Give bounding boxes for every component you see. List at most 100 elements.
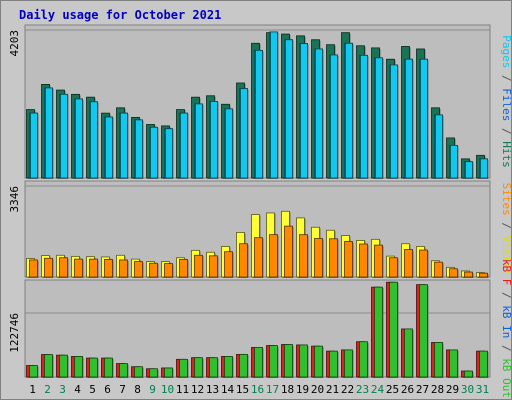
hits-files-panel-legend-part-2: Files <box>500 88 512 121</box>
day-label-1: 1 <box>29 383 36 396</box>
sites-bar-day-5 <box>89 258 98 278</box>
day-label-25: 25 <box>386 383 399 396</box>
day-label-31: 31 <box>476 383 489 396</box>
pages-bar-day-10 <box>165 128 173 179</box>
sites-bar-day-30 <box>464 271 473 278</box>
hits-files-panel-legend-part-1: / <box>500 68 512 88</box>
pages-bar-day-6 <box>105 116 113 179</box>
day-label-6: 6 <box>104 383 111 396</box>
kbytes-panel-legend-part-0: kB F <box>500 259 512 286</box>
kbout-bar-day-1 <box>29 365 38 378</box>
kbout-bar-day-7 <box>119 363 128 378</box>
kbout-bar-day-13 <box>209 357 218 378</box>
sites-bar-day-26 <box>404 249 413 278</box>
kbout-bar-day-10 <box>164 367 173 378</box>
sites-bar-day-22 <box>344 241 353 278</box>
kbout-bar-day-23 <box>359 341 368 378</box>
sites-bar-day-24 <box>374 244 383 278</box>
kbout-bar-day-15 <box>239 353 248 378</box>
pages-bar-day-9 <box>150 126 158 179</box>
sites-bar-day-16 <box>254 237 263 278</box>
kbout-bar-day-20 <box>314 345 323 378</box>
sites-bar-day-20 <box>314 238 323 278</box>
sites-bar-day-9 <box>149 262 158 278</box>
sites-bar-day-13 <box>209 255 218 278</box>
hits-files-panel-legend-part-0: Pages <box>500 35 512 68</box>
visits-sites-panel-legend-part-1: / <box>500 216 512 236</box>
sites-bar-day-7 <box>119 259 128 278</box>
pages-bar-day-11 <box>180 112 188 179</box>
day-label-12: 12 <box>191 383 204 396</box>
kbout-bar-day-27 <box>419 284 428 378</box>
kbytes-panel-legend-part-1: / <box>500 285 512 305</box>
pages-bar-day-14 <box>225 108 233 179</box>
kbout-bar-day-30 <box>464 370 473 378</box>
hits-files-panel-max-label: 4203 <box>8 30 21 57</box>
day-label-27: 27 <box>416 383 429 396</box>
day-label-7: 7 <box>119 383 126 396</box>
pages-bar-day-27 <box>420 58 428 179</box>
sites-bar-day-12 <box>194 254 203 278</box>
sites-bar-day-2 <box>44 257 53 278</box>
day-label-22: 22 <box>341 383 354 396</box>
kbout-bar-day-25 <box>389 281 398 378</box>
chart-title: Daily usage for October 2021 <box>19 8 222 22</box>
day-label-10: 10 <box>161 383 174 396</box>
kbout-bar-day-21 <box>329 350 338 378</box>
sites-bar-day-10 <box>164 263 173 278</box>
kbout-bar-day-18 <box>284 344 293 378</box>
day-label-19: 19 <box>296 383 309 396</box>
pages-bar-day-26 <box>405 58 413 179</box>
pages-bar-day-19 <box>300 43 308 179</box>
pages-bar-day-4 <box>75 98 83 179</box>
day-label-28: 28 <box>431 383 444 396</box>
day-label-9: 9 <box>149 383 156 396</box>
visits-sites-panel-legend-part-2: Visits <box>500 236 512 276</box>
sites-bar-day-28 <box>434 261 443 278</box>
sites-bar-day-15 <box>239 243 248 278</box>
day-label-18: 18 <box>281 383 294 396</box>
day-label-30: 30 <box>461 383 474 396</box>
kbout-bar-day-6 <box>104 357 113 378</box>
day-label-5: 5 <box>89 383 96 396</box>
pages-bar-day-22 <box>345 42 353 179</box>
kbout-bar-day-4 <box>74 356 83 378</box>
sites-bar-day-11 <box>179 259 188 278</box>
hits-files-panel-legend: Pages / Files / Hits <box>500 35 512 168</box>
pages-bar-day-17 <box>270 31 278 179</box>
day-label-24: 24 <box>371 383 385 396</box>
sites-bar-day-14 <box>224 251 233 278</box>
day-label-15: 15 <box>236 383 249 396</box>
pages-bar-day-5 <box>90 101 98 179</box>
day-label-4: 4 <box>74 383 81 396</box>
sites-bar-day-17 <box>269 234 278 278</box>
pages-bar-day-25 <box>390 64 398 179</box>
kbout-bar-day-5 <box>89 357 98 378</box>
sites-bar-day-21 <box>329 238 338 278</box>
pages-bar-day-7 <box>120 112 128 179</box>
kbytes-panel-legend-part-4: kB Out <box>500 358 512 398</box>
visits-sites-panel-legend-part-0: Sites <box>500 183 512 216</box>
day-label-23: 23 <box>356 383 369 396</box>
day-label-13: 13 <box>206 383 219 396</box>
pages-bar-day-31 <box>480 158 488 179</box>
kbout-bar-day-12 <box>194 357 203 378</box>
hits-files-panel-legend-part-3: / <box>500 121 512 141</box>
kbout-bar-day-17 <box>269 345 278 378</box>
pages-bar-day-8 <box>135 119 143 179</box>
day-label-20: 20 <box>311 383 324 396</box>
day-label-29: 29 <box>446 383 459 396</box>
day-label-8: 8 <box>134 383 141 396</box>
day-label-26: 26 <box>401 383 414 396</box>
kbytes-panel-max-label: 122746 <box>8 313 21 353</box>
kbout-bar-day-26 <box>404 328 413 378</box>
pages-bar-day-28 <box>435 114 443 179</box>
pages-bar-day-24 <box>375 57 383 179</box>
day-label-3: 3 <box>59 383 66 396</box>
kbout-bar-day-22 <box>344 349 353 378</box>
sites-bar-day-19 <box>299 234 308 278</box>
pages-bar-day-29 <box>450 144 458 179</box>
sites-bar-day-6 <box>104 259 113 278</box>
pages-bar-day-16 <box>255 49 263 179</box>
